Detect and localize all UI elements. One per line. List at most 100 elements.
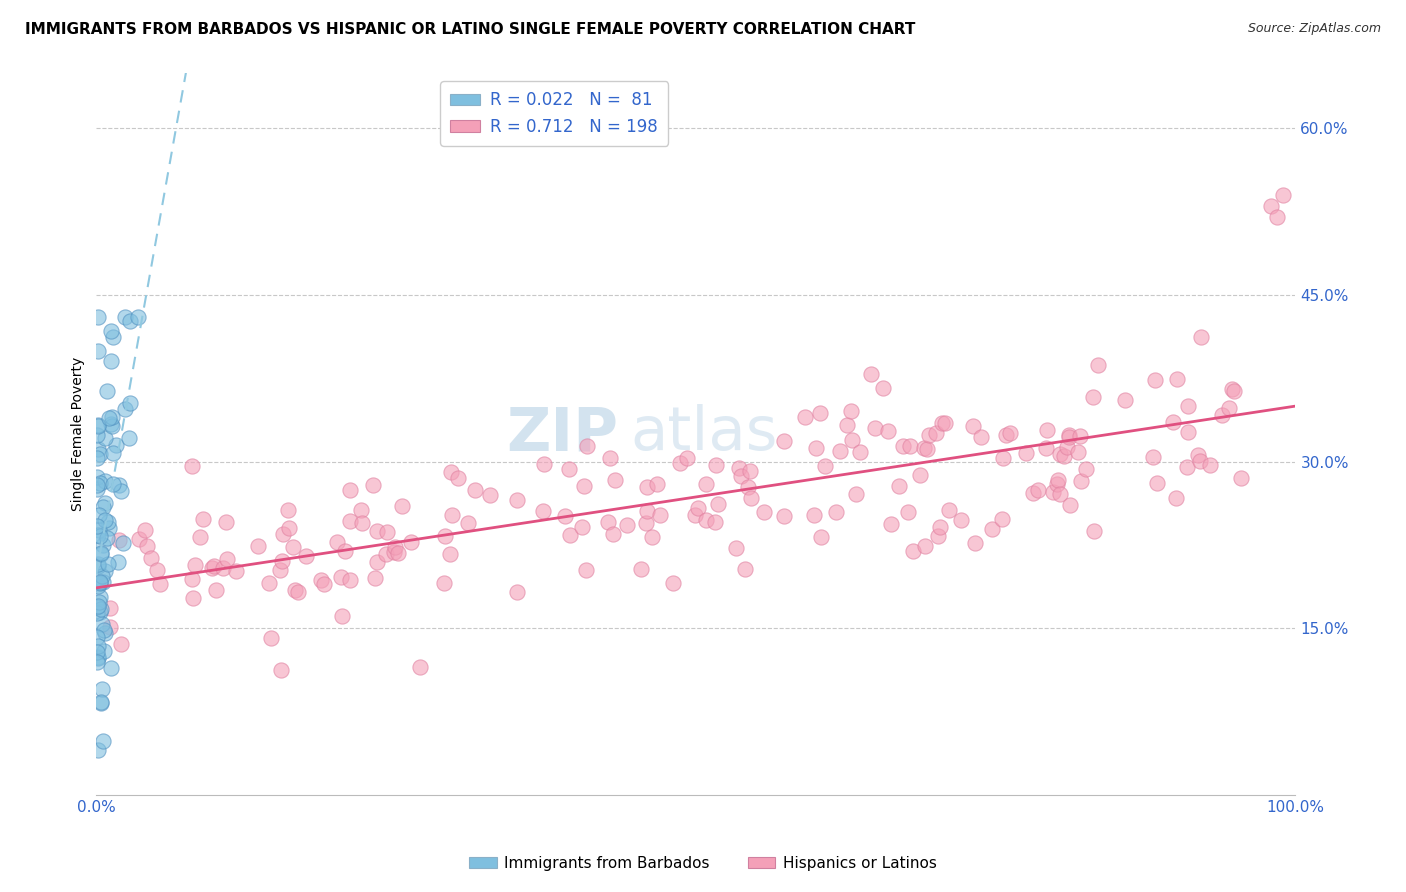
Point bbox=[98, 520, 121, 534]
Point bbox=[1047, 473, 1070, 487]
Point bbox=[112, 535, 135, 549]
Point bbox=[87, 418, 110, 433]
Point bbox=[350, 516, 373, 531]
Point bbox=[103, 446, 125, 460]
Point bbox=[683, 508, 706, 522]
Point bbox=[86, 470, 108, 484]
Point bbox=[375, 524, 398, 539]
Point bbox=[87, 558, 110, 572]
Point bbox=[295, 549, 318, 563]
Point bbox=[188, 530, 211, 544]
Point bbox=[94, 564, 117, 578]
Point bbox=[688, 500, 710, 515]
Point bbox=[1166, 372, 1188, 386]
Point bbox=[647, 477, 669, 491]
Point bbox=[89, 595, 111, 609]
Point bbox=[849, 444, 872, 458]
Point bbox=[270, 663, 292, 677]
Point bbox=[727, 460, 749, 475]
Point bbox=[101, 410, 124, 425]
Point bbox=[630, 562, 652, 576]
Point bbox=[391, 499, 413, 513]
Point bbox=[110, 637, 132, 651]
Point bbox=[91, 575, 114, 590]
Point bbox=[1191, 330, 1213, 344]
Point bbox=[97, 411, 120, 425]
Point bbox=[89, 576, 111, 591]
Point bbox=[1036, 423, 1059, 437]
Point bbox=[326, 534, 349, 549]
Point bbox=[259, 576, 281, 591]
Point bbox=[554, 508, 576, 523]
Point bbox=[86, 428, 108, 442]
Point bbox=[225, 564, 247, 578]
Point bbox=[433, 576, 456, 591]
Point bbox=[464, 483, 486, 497]
Point bbox=[134, 524, 156, 538]
Point bbox=[387, 547, 409, 561]
Point bbox=[1042, 485, 1064, 500]
Point bbox=[87, 559, 110, 574]
Point bbox=[931, 416, 953, 430]
Point bbox=[572, 479, 595, 493]
Point bbox=[740, 464, 762, 478]
Point bbox=[1074, 462, 1097, 476]
Point bbox=[439, 548, 461, 562]
Point bbox=[246, 539, 269, 553]
Point bbox=[533, 504, 555, 518]
Point bbox=[91, 500, 114, 514]
Point bbox=[991, 512, 1014, 526]
Point bbox=[828, 444, 851, 458]
Text: IMMIGRANTS FROM BARBADOS VS HISPANIC OR LATINO SINGLE FEMALE POVERTY CORRELATION: IMMIGRANTS FROM BARBADOS VS HISPANIC OR … bbox=[25, 22, 915, 37]
Point bbox=[737, 480, 759, 494]
Point bbox=[93, 734, 115, 748]
Point bbox=[950, 513, 973, 527]
Point bbox=[934, 416, 956, 430]
Point bbox=[93, 644, 115, 658]
Point bbox=[981, 522, 1004, 536]
Point bbox=[1146, 476, 1168, 491]
Point bbox=[669, 456, 692, 470]
Point bbox=[107, 555, 129, 569]
Point bbox=[1272, 188, 1295, 202]
Point bbox=[97, 515, 120, 529]
Point bbox=[1083, 524, 1105, 539]
Point bbox=[363, 477, 385, 491]
Point bbox=[271, 554, 294, 568]
Point bbox=[1220, 382, 1243, 396]
Point bbox=[90, 601, 112, 615]
Point bbox=[204, 583, 226, 598]
Point bbox=[89, 447, 111, 461]
Point bbox=[382, 545, 405, 559]
Point bbox=[96, 384, 118, 398]
Legend: R = 0.022   N =  81, R = 0.712   N = 198: R = 0.022 N = 81, R = 0.712 N = 198 bbox=[440, 81, 668, 145]
Point bbox=[1199, 458, 1222, 472]
Point bbox=[89, 605, 111, 619]
Point bbox=[1142, 450, 1164, 465]
Point bbox=[1177, 399, 1199, 413]
Point bbox=[1187, 448, 1209, 462]
Point bbox=[839, 403, 862, 417]
Y-axis label: Single Female Poverty: Single Female Poverty bbox=[72, 357, 86, 511]
Point bbox=[93, 624, 115, 638]
Point bbox=[1177, 425, 1199, 440]
Point bbox=[90, 682, 112, 697]
Point bbox=[260, 631, 283, 645]
Point bbox=[350, 503, 373, 517]
Point bbox=[506, 584, 529, 599]
Point bbox=[1230, 471, 1253, 485]
Point bbox=[1069, 429, 1091, 443]
Point bbox=[93, 538, 115, 552]
Point bbox=[1057, 428, 1080, 442]
Point bbox=[97, 557, 120, 571]
Point bbox=[440, 508, 463, 523]
Point bbox=[86, 607, 108, 621]
Point bbox=[89, 528, 111, 542]
Point bbox=[877, 424, 900, 438]
Point bbox=[558, 528, 581, 542]
Point bbox=[915, 442, 938, 457]
Point bbox=[86, 630, 108, 644]
Point bbox=[201, 561, 224, 575]
Point bbox=[1049, 487, 1071, 501]
Point bbox=[991, 450, 1014, 465]
